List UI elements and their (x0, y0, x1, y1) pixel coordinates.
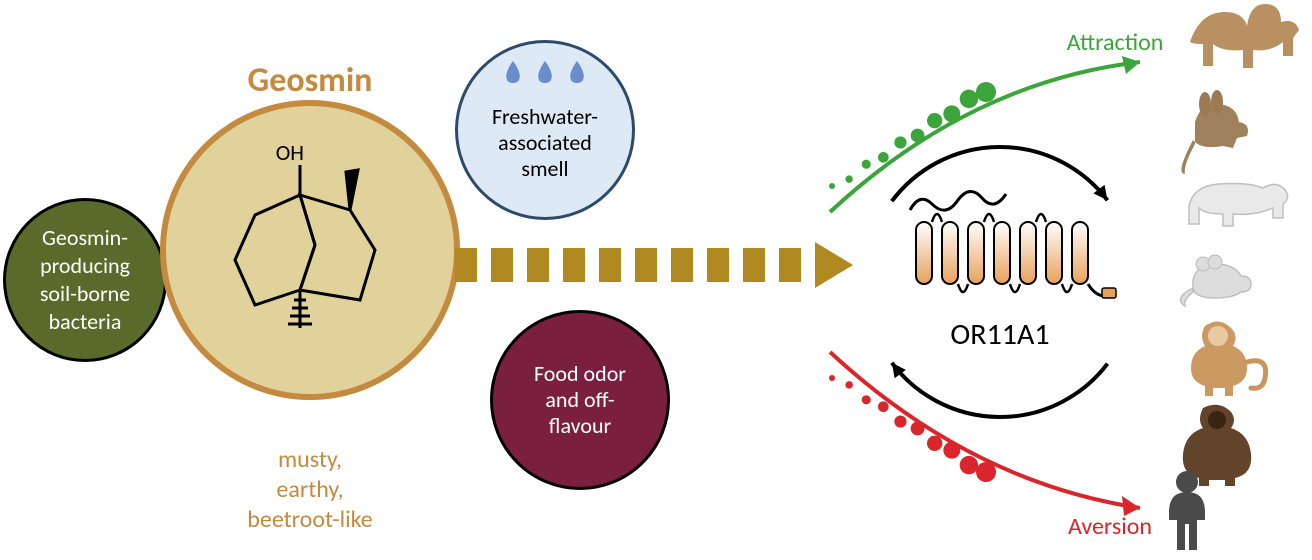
mouse-icon (1181, 255, 1252, 306)
attraction-arrow (829, 56, 1140, 212)
attraction-label: Attraction (1067, 28, 1164, 57)
jerboa-icon (1181, 90, 1248, 174)
camel-icon (1190, 4, 1299, 68)
receptor-and-responses: OR11A1 Attraction Aversion (0, 0, 1312, 560)
diagram-canvas: Geosmin-producingsoil-bornebacteria Geos… (0, 0, 1312, 560)
receptor-or11a1-icon (910, 191, 1116, 298)
receptor-label: OR11A1 (950, 316, 1049, 353)
polar-bear-icon (1189, 184, 1288, 227)
aversion-label: Aversion (1068, 512, 1152, 541)
aversion-arrow (829, 352, 1140, 516)
animals-column (1169, 4, 1299, 550)
monkey-icon (1191, 321, 1266, 396)
